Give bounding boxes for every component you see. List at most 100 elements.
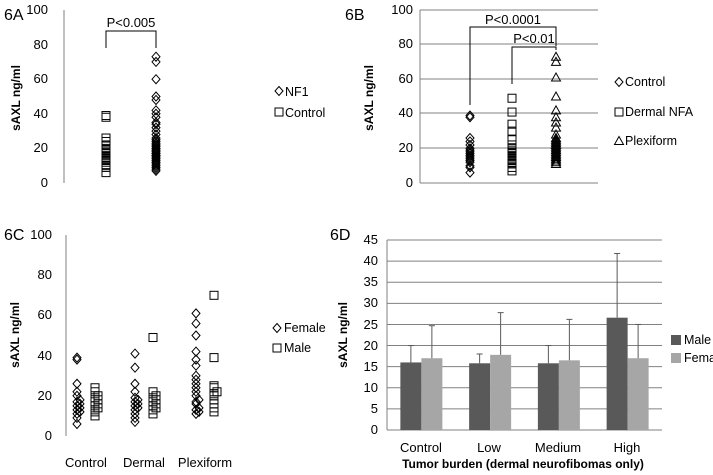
- data-point-female: [194, 394, 204, 406]
- data-points-6a: [101, 51, 161, 178]
- data-point-female: [191, 378, 201, 389]
- data-point-female: [191, 386, 201, 398]
- data-point-plexiform: [550, 122, 562, 132]
- data-point-nf1: [151, 117, 161, 128]
- bar-female-low: [490, 354, 512, 430]
- ylabel-6b: sAXL ng/ml: [362, 65, 376, 131]
- data-point-dermal-nfa: [507, 107, 517, 117]
- xlabel-6d: Tumor burden (dermal neurofibomas only): [402, 457, 644, 471]
- legend-label-control: Control: [625, 75, 665, 89]
- ylabel-6a: sAXL ng/ml: [9, 65, 23, 131]
- ytick-6d: 10: [364, 380, 378, 395]
- xtick-6d-control: Control: [400, 440, 442, 455]
- ytick-6c: 100: [30, 227, 52, 242]
- ytick-6d: 5: [371, 401, 378, 416]
- ytick-6a: 100: [26, 2, 48, 17]
- data-point-control: [465, 110, 475, 121]
- data-point-plexiform: [550, 154, 562, 165]
- significance-label-6b-outer: P<0.0001: [485, 12, 541, 27]
- data-point-female: [75, 394, 85, 406]
- data-point-plexiform: [550, 148, 562, 158]
- data-point-control: [465, 132, 475, 144]
- bars-6d: [400, 253, 649, 430]
- significance-bracket-6a: [105, 30, 157, 48]
- data-point-male: [90, 383, 100, 393]
- data-point-female: [130, 416, 140, 428]
- data-point-male: [209, 353, 219, 363]
- yticks-6a: 0 20 40 60 80 100: [26, 2, 48, 190]
- data-point-control: [101, 111, 111, 121]
- significance-label-6a: P<0.005: [107, 15, 156, 30]
- legend-marker-icon: [272, 322, 282, 334]
- ytick-6b: 60: [399, 71, 413, 86]
- data-point-female: [130, 392, 140, 404]
- bar-female-control: [421, 358, 443, 430]
- ytick-6d: 45: [364, 232, 378, 247]
- data-point-plexiform: [550, 71, 562, 82]
- legend-marker-control: [274, 107, 284, 117]
- ytick-6a: 20: [34, 140, 48, 155]
- data-point-female: [191, 382, 201, 394]
- bar-male-low: [469, 363, 491, 430]
- legend-marker-icon: [274, 85, 284, 97]
- ytick-6a: 80: [34, 37, 48, 52]
- data-point-plexiform: [550, 129, 562, 139]
- bar-female-medium: [558, 360, 580, 430]
- ytick-6d: 20: [364, 338, 378, 353]
- xtick-6c-plexiform: Plexiform: [178, 455, 232, 470]
- ytick-6b: 100: [391, 2, 413, 17]
- legend-label-plexiform: Plexiform: [625, 134, 677, 148]
- legend-label-male: Male: [284, 341, 311, 355]
- legend-marker-icon: [274, 107, 284, 117]
- data-point-female: [130, 348, 140, 359]
- xtick-6d-medium: Medium: [535, 440, 581, 455]
- data-point-nf1: [151, 134, 161, 146]
- ytick-6b: 20: [399, 140, 413, 155]
- ytick-6c: 40: [38, 348, 52, 363]
- legend-marker-male: [272, 343, 282, 353]
- data-point-female: [72, 396, 82, 408]
- data-point-nf1: [151, 108, 161, 120]
- data-point-female: [191, 396, 201, 408]
- bar-male-high: [606, 317, 628, 430]
- data-point-plexiform: [550, 116, 562, 127]
- data-point-control: [101, 112, 111, 122]
- legend-label-male: Male: [684, 333, 711, 347]
- data-point-control: [465, 112, 475, 123]
- data-point-female: [133, 394, 143, 406]
- panel-6d: 6D sAXL ng/ml 0 5 10 15 20 25 30 35 40 4…: [330, 227, 713, 471]
- data-point-plexiform: [550, 132, 562, 143]
- data-point-plexiform: [550, 139, 562, 149]
- legend-6c: Female Male: [272, 321, 326, 355]
- panel-label-6c: 6C: [4, 227, 24, 244]
- legend-marker-female: [272, 322, 282, 334]
- data-point-plexiform: [550, 151, 562, 162]
- ytick-6c: 80: [38, 267, 52, 282]
- data-point-nf1: [151, 94, 161, 106]
- ytick-6c: 60: [38, 307, 52, 322]
- ytick-6a: 60: [34, 71, 48, 86]
- data-point-female: [72, 390, 82, 402]
- data-point-female: [130, 362, 140, 373]
- data-point-male: [209, 381, 219, 391]
- legend-marker-icon: [614, 76, 624, 88]
- ylabel-6d: sAXL ng/ml: [336, 302, 350, 368]
- data-point-male: [209, 290, 219, 300]
- data-point-plexiform: [550, 141, 562, 151]
- legend-swatch-female: [671, 353, 681, 363]
- data-point-female: [75, 398, 85, 410]
- data-point-plexiform: [550, 144, 562, 155]
- data-point-male: [148, 387, 158, 397]
- ytick-6d: 40: [364, 253, 378, 268]
- xtick-6d-high: High: [614, 440, 641, 455]
- data-point-dermal-nfa: [507, 126, 517, 136]
- ytick-6d: 25: [364, 317, 378, 332]
- legend-marker-nf1: [274, 85, 284, 97]
- data-point-dermal-nfa: [507, 135, 517, 145]
- legend-label-female: Female: [684, 351, 713, 365]
- data-point-female: [191, 390, 201, 402]
- legend-marker-plexiform: [613, 135, 625, 145]
- data-point-female: [130, 378, 140, 389]
- bar-male-control: [400, 362, 422, 430]
